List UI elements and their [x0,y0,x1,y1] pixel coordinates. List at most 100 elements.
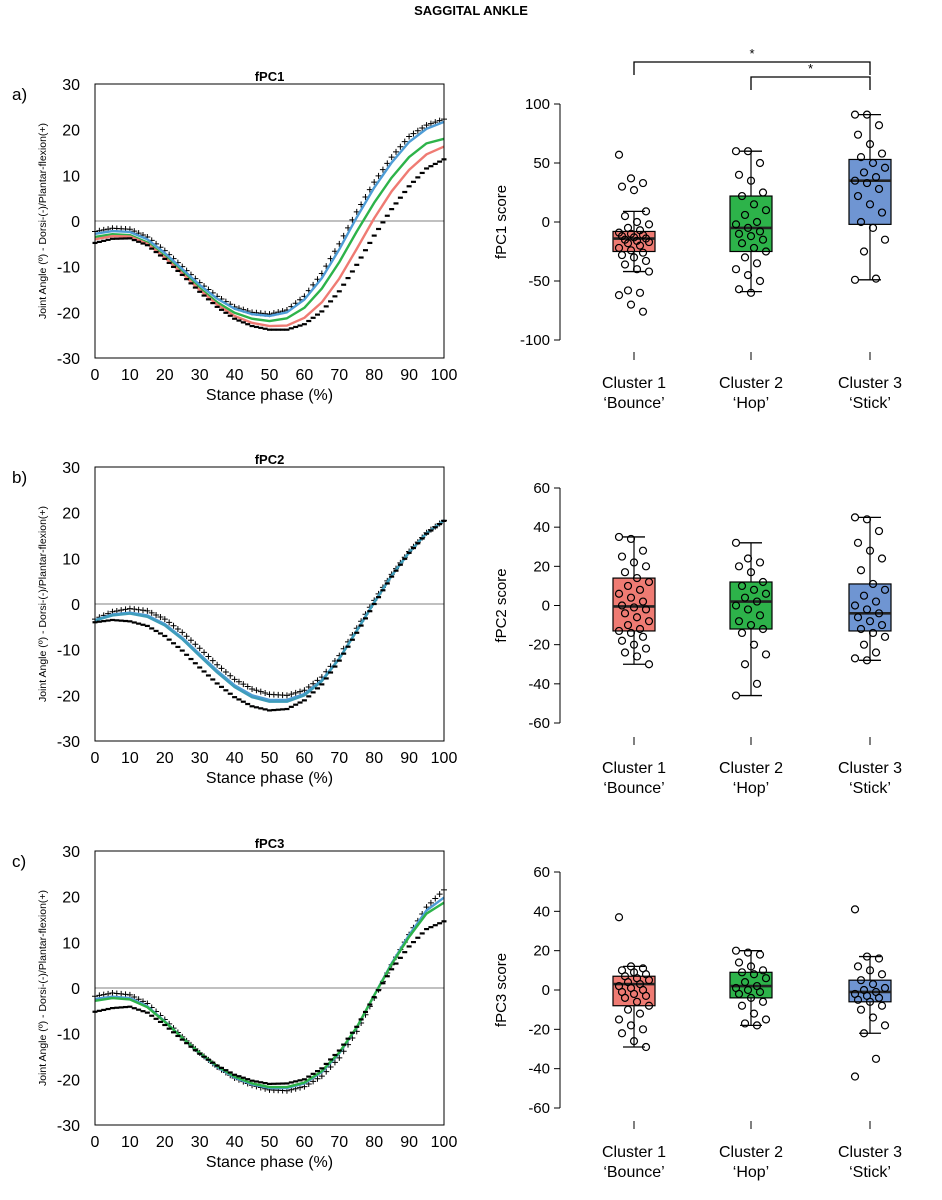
data-point [638,632,648,641]
series-marker [379,166,386,173]
category-label-line1: Cluster 2 [719,375,783,392]
series-marker [253,687,260,694]
x-tick-label: 10 [121,1134,139,1151]
curve-title: fPC3 [255,836,285,851]
data-point [614,532,624,542]
data-point [632,217,642,227]
x-tick-label: 60 [296,367,314,384]
data-point [856,1005,866,1014]
data-point [868,579,878,589]
data-point [731,220,741,229]
data-point [740,210,750,220]
data-point [746,993,756,1002]
data-point [862,110,872,119]
box-y-tick-label: -100 [520,332,550,349]
data-point [635,288,645,297]
series-marker [192,641,199,648]
data-point [853,995,863,1004]
data-point [752,597,762,606]
category-label-line2: ‘Bounce’ [603,395,664,412]
y-tick-label: 10 [62,935,80,952]
series-marker [196,645,203,652]
data-point [626,300,636,309]
data-point [874,121,884,130]
box-y-tick-label: 0 [542,598,550,615]
data-point [749,200,759,209]
data-point [758,577,768,587]
data-point [617,182,627,191]
category-label-line2: ‘Hop’ [733,780,769,797]
panel-row-2: c) fPC3 -30 -20 -10 0 10 20 30 0 10 20 30 40 50 60 70 80 9… [12,836,902,1181]
series-marker [436,891,443,898]
box-y-tick-label: 40 [533,519,550,536]
category-label-line2: ‘Hop’ [733,395,769,412]
data-point [743,985,753,995]
upper-bound-series [92,517,447,699]
series-marker [410,130,417,137]
x-tick-label: 100 [431,1134,458,1151]
x-tick-label: 20 [156,367,174,384]
box-y-tick-label: -40 [528,1061,550,1078]
data-point [874,993,884,1002]
data-point [856,566,866,575]
data-point [641,644,651,653]
panel-label: b) [12,468,27,487]
series-marker [157,614,164,621]
x-tick-label: 70 [330,750,348,767]
series-marker [336,1054,343,1061]
x-tick-label: 30 [191,1134,209,1151]
data-point [626,593,636,602]
data-point [746,568,756,577]
data-point [749,585,759,594]
data-point [737,581,747,591]
data-point [635,585,645,594]
series-marker [427,120,434,127]
data-point [638,248,648,257]
data-point [734,170,744,179]
series-marker [131,606,138,613]
box-cluster-3: Cluster 3 ‘Stick’ [838,905,902,1181]
data-point [626,628,636,638]
x-tick-label: 80 [365,750,383,767]
x-tick-label: 100 [431,367,458,384]
data-point [856,976,866,985]
data-point [865,200,875,209]
box-y-tick-label: -20 [528,1021,550,1038]
data-point [871,1054,881,1063]
data-point [632,652,642,661]
x-tick-label: 40 [226,750,244,767]
data-point [859,247,869,256]
data-point [862,178,872,188]
data-point [731,265,741,274]
data-point [617,250,627,260]
box-y-tick-label: -20 [528,637,550,654]
y-tick-label: 20 [62,123,80,140]
y-tick-label: 0 [71,597,80,614]
data-point [734,229,744,238]
data-point [731,601,741,610]
y-tick-label: -20 [57,1072,80,1089]
series-marker [249,685,256,692]
data-point [644,237,654,247]
series-marker [214,661,221,668]
data-point [746,176,756,185]
curve-y-axis-label: Joint Angle (º) - Dorsi-(-)/Plantar-flex… [37,890,49,1086]
data-point [865,617,875,626]
data-point [871,597,881,606]
series-marker [310,1078,317,1085]
series-marker [205,653,212,660]
data-point [629,186,639,195]
data-point [641,562,651,571]
data-point [877,620,887,630]
data-point [617,636,627,645]
data-point [859,168,869,177]
data-point [644,220,654,229]
data-point [623,620,633,630]
data-point [620,609,630,618]
data-point [758,624,768,634]
data-point [853,130,863,139]
category-label-line1: Cluster 1 [602,760,666,777]
data-point [746,232,756,241]
series-line-2 [94,519,445,703]
